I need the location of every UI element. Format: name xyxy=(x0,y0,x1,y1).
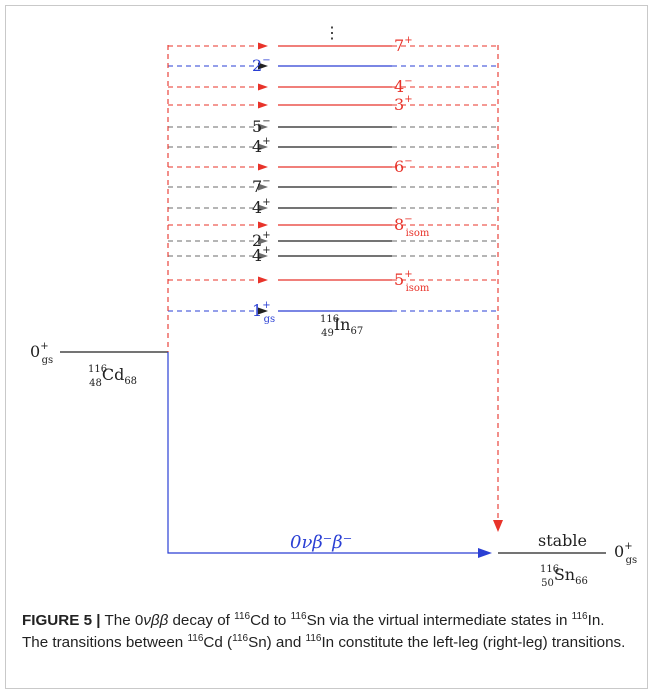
parent-Z: 48 xyxy=(89,378,102,389)
decay-label: 0νβ⁻β⁻ xyxy=(290,532,352,553)
transition-arrowhead xyxy=(258,163,268,171)
intermediate-level-4: 5− xyxy=(168,116,498,136)
level-label: 8− isom xyxy=(394,214,430,239)
daughter-stable-label: stable xyxy=(538,531,587,550)
figure-caption: FIGURE 5 | The 0νββ decay of 116Cd to 11… xyxy=(22,610,626,651)
ellipsis-mark: ⋮ xyxy=(324,23,340,42)
decay-arrowhead xyxy=(478,548,492,558)
parent-symbol: Cd xyxy=(102,365,124,384)
level-label: 6− xyxy=(394,156,413,176)
intermediate-nucleus-label: 116 49In67 xyxy=(320,314,363,339)
right-leg-arrowhead xyxy=(493,520,503,532)
intermediate-level-3: 3+ xyxy=(168,94,498,114)
figure-frame xyxy=(5,5,648,689)
level-label: 4− xyxy=(394,76,413,96)
daughter-Z: 50 xyxy=(541,578,554,589)
intermediate-level-8: 4+ xyxy=(168,197,498,217)
transition-arrowhead xyxy=(258,237,268,245)
daughter-symbol: Sn xyxy=(554,565,575,584)
daughter-A: 116 xyxy=(540,564,559,575)
intermediate-level-1: 2− xyxy=(168,55,498,75)
intermediate-level-10: 2+ xyxy=(168,230,498,250)
daughter-sub: gs xyxy=(626,555,638,566)
transition-arrowhead xyxy=(258,101,268,109)
transition-arrowhead xyxy=(258,183,268,191)
parent-parity: + xyxy=(40,341,48,352)
intermediate-level-0: 7+ xyxy=(168,35,498,55)
level-label: 4+ xyxy=(252,197,271,217)
parent-state: 0 xyxy=(30,342,40,361)
daughter-parity: + xyxy=(624,541,632,552)
intermediate-level-6: 6− xyxy=(168,156,498,176)
level-label: 2− xyxy=(252,55,271,75)
svg-text:0+gs: 0+ gs xyxy=(30,341,53,366)
level-label: 7− xyxy=(252,176,271,196)
intermediate-level-13: 1+ gs xyxy=(168,300,498,325)
intermediate-level-12: 5+ isom xyxy=(168,269,498,294)
parent-level: 0+ gs 116 48Cd68 xyxy=(30,341,168,389)
level-label: 5+ isom xyxy=(394,269,430,294)
caption-figure-label: FIGURE 5 | xyxy=(22,612,101,629)
intermediate-level-2: 4− xyxy=(168,76,498,96)
decay-path xyxy=(167,352,478,554)
transition-arrowhead xyxy=(258,276,268,284)
parent-A: 116 xyxy=(88,364,107,375)
level-label: 5− xyxy=(252,116,271,136)
parent-N: 68 xyxy=(124,376,137,387)
level-label: 2+ xyxy=(252,230,271,250)
transition-arrowhead xyxy=(258,83,268,91)
transition-arrowhead xyxy=(258,221,268,229)
level-label: 3+ xyxy=(394,94,413,114)
transition-arrowhead xyxy=(258,307,268,315)
svg-text:0+gs: 0+ gs xyxy=(614,541,637,566)
level-label: 4+ xyxy=(252,245,271,265)
transition-arrowhead xyxy=(258,204,268,212)
intermediate-level-11: 4+ xyxy=(168,245,498,265)
transition-arrowhead xyxy=(258,252,268,260)
level-label: 1+ gs xyxy=(252,300,275,325)
transition-arrowhead xyxy=(258,123,268,131)
transition-arrowhead xyxy=(258,62,268,70)
intermediate-level-5: 4+ xyxy=(168,136,498,156)
daughter-state: 0 xyxy=(614,542,624,561)
level-label: 7+ xyxy=(394,35,413,55)
daughter-N: 66 xyxy=(575,576,588,587)
intermediate-level-7: 7− xyxy=(168,176,498,196)
intermediate-level-9: 8− isom xyxy=(168,214,498,239)
parent-sub: gs xyxy=(42,355,54,366)
transition-arrowhead xyxy=(258,42,268,50)
daughter-level: stable 0+ gs 116 50Sn66 xyxy=(498,531,637,589)
level-label: 4+ xyxy=(252,136,271,156)
transition-arrowhead xyxy=(258,143,268,151)
